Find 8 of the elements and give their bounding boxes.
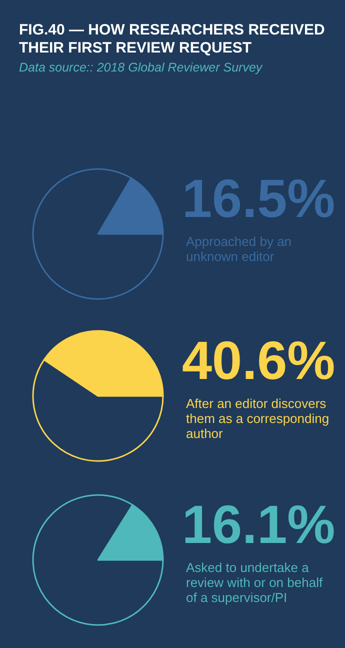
data-label: 40.6% [182,331,336,391]
slice-label: Asked to undertake a review with or on behalf of a supervisor/PI [186,560,326,605]
chart-title: FIG.40 — HOW RESEARCHERS RECEIVED THEIR FIRST REVIEW REQUEST [19,22,326,56]
slice-label: After an editor discovers them as a corresponding author [186,396,333,441]
data-label: 16.1% [182,495,336,555]
source-note: Data source:: 2018 Global Reviewer Survey [19,60,263,74]
data-label: 16.5% [182,169,336,229]
slice-label: Approached by an unknown editor [186,234,296,264]
